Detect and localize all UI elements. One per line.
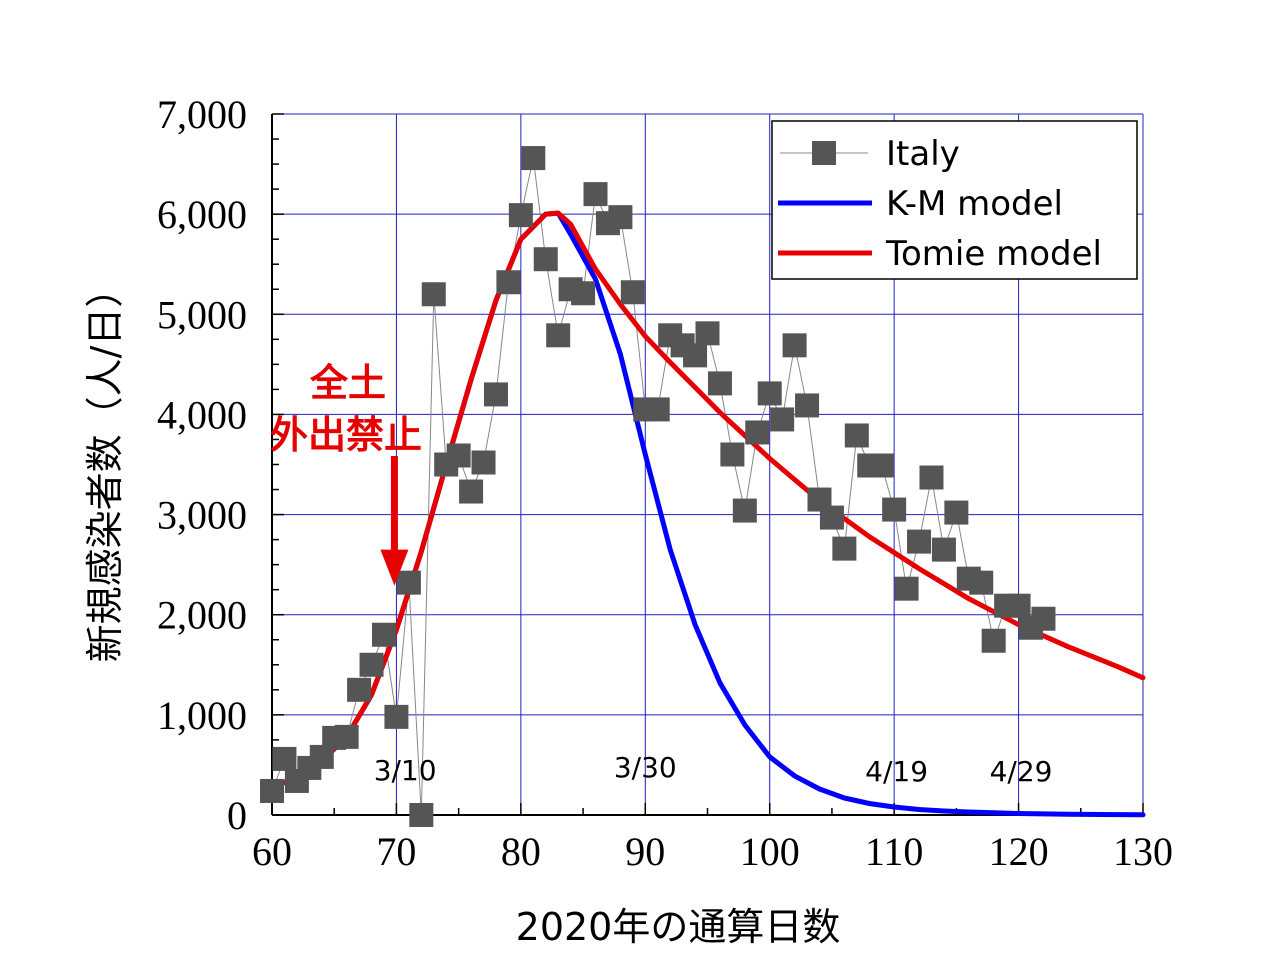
italy-data-point — [334, 724, 359, 749]
italy-data-point — [409, 803, 434, 827]
italy-data-point — [459, 479, 484, 504]
italy-data-point — [869, 453, 894, 478]
date-label: 3/10 — [374, 754, 437, 787]
italy-data-point — [645, 397, 670, 422]
y-tick-label: 1,000 — [157, 693, 247, 738]
date-label: 3/30 — [614, 751, 677, 784]
y-tick-label: 5,000 — [157, 292, 247, 337]
italy-data-point — [931, 537, 956, 562]
italy-data-point — [359, 652, 384, 677]
italy-data-point — [483, 382, 508, 407]
italy-data-point — [795, 393, 820, 418]
italy-data-point — [907, 529, 932, 554]
legend-italy-marker — [812, 141, 836, 165]
italy-data-point — [571, 281, 596, 306]
x-tick-label: 100 — [740, 829, 800, 874]
series-layer — [260, 146, 1146, 827]
y-axis-title: 新規感染者数（人/日） — [83, 270, 127, 663]
legend: Italy K-M model Tomie model — [771, 120, 1138, 280]
x-tick-label: 120 — [989, 829, 1049, 874]
italy-data-point — [533, 247, 558, 272]
italy-data-point — [770, 407, 795, 432]
legend-label: K-M model — [886, 184, 1063, 224]
annotation-line-1: 全土 — [309, 361, 386, 405]
y-tick-label: 0 — [227, 793, 247, 838]
y-tick-label: 4,000 — [157, 392, 247, 437]
x-tick-label: 60 — [252, 829, 292, 874]
y-tick-label: 7,000 — [157, 92, 247, 137]
italy-data-point — [919, 465, 944, 490]
tick-labels: 60 70 80 90 100 110 120 130 0 1,000 2,000 3,000 4,00… — [157, 92, 1173, 874]
italy-data-point — [446, 443, 471, 468]
italy-data-point — [347, 677, 372, 702]
italy-data-point — [371, 622, 396, 647]
x-tick-label: 80 — [501, 829, 541, 874]
italy-data-point — [521, 146, 546, 171]
legend-label: Tomie model — [885, 234, 1102, 274]
italy-data-point — [969, 570, 994, 595]
italy-data-point — [421, 282, 446, 307]
italy-data-point — [1006, 593, 1031, 618]
grid — [272, 113, 1144, 815]
x-tick-label: 90 — [625, 829, 665, 874]
date-label: 4/19 — [865, 755, 928, 788]
italy-data-point — [260, 778, 284, 803]
italy-data-point — [757, 381, 782, 406]
italy-data-point — [819, 505, 844, 530]
italy-data-point — [894, 576, 919, 601]
italy-data-point — [944, 500, 969, 525]
date-label: 4/29 — [990, 755, 1053, 788]
italy-data-point — [732, 498, 757, 523]
x-axis-title: 2020年の通算日数 — [516, 905, 841, 949]
italy-data-point — [782, 333, 807, 358]
x-tick-label: 70 — [376, 829, 416, 874]
annotation-line-2: 外出禁止 — [270, 413, 422, 457]
italy-data-point — [981, 628, 1006, 653]
italy-data-point — [471, 450, 496, 475]
italy-data-point — [620, 280, 645, 305]
italy-data-point — [844, 423, 869, 448]
italy-data-point — [720, 442, 745, 467]
italy-data-point — [496, 270, 521, 295]
italy-data-point — [384, 704, 409, 729]
y-tick-label: 2,000 — [157, 593, 247, 638]
italy-data-point — [832, 536, 857, 561]
italy-data-point — [583, 182, 608, 207]
italy-data-point — [546, 323, 571, 348]
italy-data-point — [745, 420, 770, 445]
italy-data-point — [695, 321, 720, 346]
italy-data-point — [882, 497, 907, 522]
y-tick-label: 6,000 — [157, 192, 247, 237]
italy-data-point — [1031, 606, 1056, 631]
x-tick-label: 110 — [865, 829, 924, 874]
italy-data-point — [272, 746, 297, 771]
y-tick-label: 3,000 — [157, 493, 247, 538]
legend-label: Italy — [886, 134, 960, 174]
italy-data-point — [396, 570, 421, 595]
arrow-head — [380, 549, 409, 586]
date-labels: 3/10 3/30 4/19 4/29 — [374, 751, 1053, 788]
tick-marks — [271, 113, 1144, 816]
italy-data-point — [683, 343, 708, 368]
italy-data-point — [707, 371, 732, 396]
italy-data-point — [508, 203, 533, 228]
italy-data-point — [608, 205, 633, 230]
x-tick-label: 130 — [1113, 829, 1173, 874]
